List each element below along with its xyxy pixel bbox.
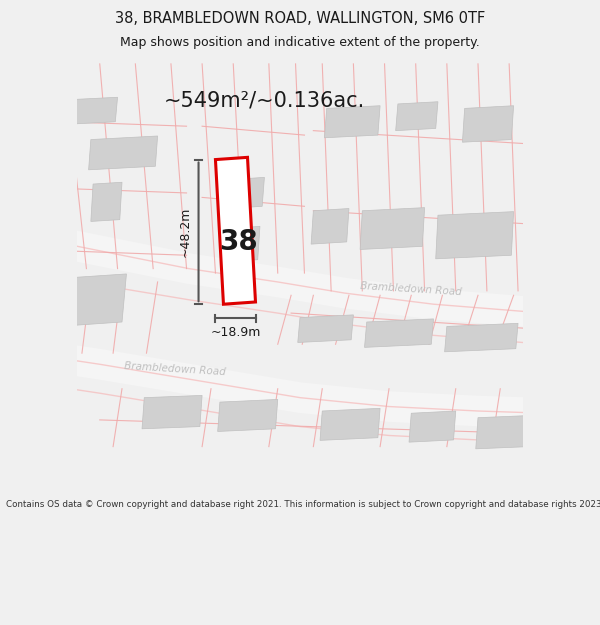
Polygon shape [215, 158, 256, 304]
Text: Brambledown Road: Brambledown Road [124, 361, 226, 378]
Polygon shape [89, 136, 158, 170]
Text: ~48.2m: ~48.2m [179, 207, 192, 257]
Polygon shape [445, 323, 518, 352]
Polygon shape [230, 177, 265, 209]
Polygon shape [228, 226, 260, 262]
Polygon shape [298, 315, 353, 342]
Text: ~18.9m: ~18.9m [210, 326, 260, 339]
Polygon shape [311, 209, 349, 244]
Polygon shape [365, 319, 433, 348]
Polygon shape [325, 106, 380, 138]
Polygon shape [71, 274, 127, 326]
Polygon shape [320, 408, 380, 441]
Polygon shape [409, 411, 456, 442]
Polygon shape [91, 182, 122, 221]
Polygon shape [436, 212, 514, 259]
Polygon shape [218, 399, 278, 431]
Polygon shape [360, 208, 425, 249]
Polygon shape [476, 416, 532, 449]
Polygon shape [395, 102, 438, 131]
Text: Contains OS data © Crown copyright and database right 2021. This information is : Contains OS data © Crown copyright and d… [6, 500, 600, 509]
Polygon shape [463, 106, 514, 142]
Text: ~549m²/~0.136ac.: ~549m²/~0.136ac. [164, 91, 365, 111]
Polygon shape [142, 396, 202, 429]
Text: 38: 38 [219, 228, 258, 256]
Polygon shape [73, 98, 118, 124]
Text: 38, BRAMBLEDOWN ROAD, WALLINGTON, SM6 0TF: 38, BRAMBLEDOWN ROAD, WALLINGTON, SM6 0T… [115, 11, 485, 26]
Text: Brambledown Road: Brambledown Road [360, 281, 463, 298]
Text: Map shows position and indicative extent of the property.: Map shows position and indicative extent… [120, 36, 480, 49]
